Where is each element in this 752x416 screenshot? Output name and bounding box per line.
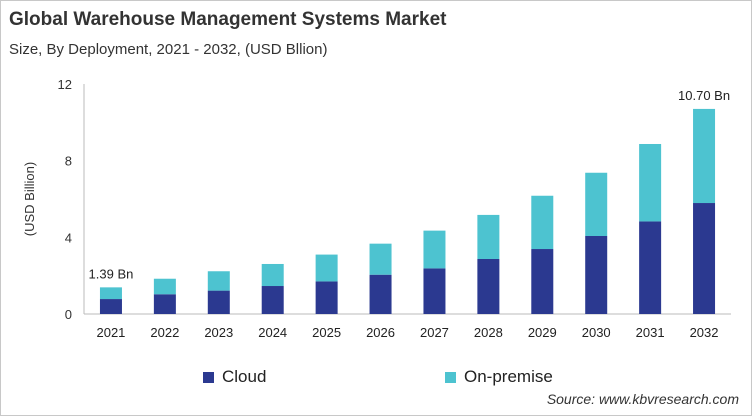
x-tick-label: 2032 [690, 325, 719, 340]
x-tick-label: 2023 [204, 325, 233, 340]
bar-cloud-2032 [693, 203, 716, 314]
bar-on-premise-2029 [531, 195, 554, 250]
bar-cloud-2022 [153, 294, 176, 314]
x-tick-label: 2021 [96, 325, 125, 340]
bar-on-premise-2023 [207, 271, 230, 291]
legend-item-cloud: Cloud [203, 367, 266, 387]
bar-on-premise-2024 [261, 263, 284, 287]
x-tick-label: 2030 [582, 325, 611, 340]
y-axis-label: (USD Billion) [22, 162, 37, 236]
y-tick-label: 4 [65, 230, 72, 245]
bar-cloud-2027 [423, 268, 446, 314]
legend-label-on-premise: On-premise [464, 367, 553, 386]
x-tick-label: 2027 [420, 325, 449, 340]
bar-cloud-2029 [531, 249, 554, 314]
bar-on-premise-2027 [423, 230, 446, 269]
bar-cloud-2030 [585, 235, 608, 314]
bar-cloud-2023 [207, 290, 230, 314]
bar-cloud-2028 [477, 258, 500, 314]
bar-on-premise-2025 [315, 254, 338, 282]
data-label-2021: 1.39 Bn [89, 266, 134, 281]
legend-swatch-cloud [203, 371, 214, 383]
x-tick-label: 2022 [150, 325, 179, 340]
bar-on-premise-2028 [477, 214, 500, 259]
legend-item-on-premise: On-premise [445, 367, 553, 387]
bar-cloud-2026 [369, 274, 392, 314]
bar-on-premise-2030 [585, 172, 608, 236]
x-tick-label: 2028 [474, 325, 503, 340]
chart-title: Global Warehouse Management Systems Mark… [9, 9, 447, 30]
bar-on-premise-2021 [99, 287, 122, 300]
x-tick-label: 2031 [636, 325, 665, 340]
legend-label-cloud: Cloud [222, 367, 267, 386]
x-tick-label: 2026 [366, 325, 395, 340]
y-tick-label: 12 [58, 77, 72, 92]
bar-on-premise-2026 [369, 243, 392, 275]
legend-swatch-on-premise [445, 371, 456, 383]
bar-on-premise-2032 [693, 108, 716, 204]
bar-cloud-2024 [261, 286, 284, 314]
chart-subtitle: Size, By Deployment, 2021 - 2032, (USD B… [9, 41, 328, 58]
y-tick-label: 0 [65, 307, 72, 322]
source-note: Source: www.kbvresearch.com [546, 391, 739, 407]
bar-cloud-2025 [315, 281, 338, 314]
bar-cloud-2021 [99, 299, 122, 314]
data-label-2032: 10.70 Bn [678, 88, 730, 103]
x-tick-label: 2025 [312, 325, 341, 340]
bar-cloud-2031 [639, 221, 662, 314]
x-tick-label: 2029 [528, 325, 557, 340]
x-tick-label: 2024 [258, 325, 287, 340]
bar-on-premise-2022 [153, 278, 176, 295]
y-tick-label: 8 [65, 154, 72, 169]
bar-on-premise-2031 [639, 143, 662, 222]
